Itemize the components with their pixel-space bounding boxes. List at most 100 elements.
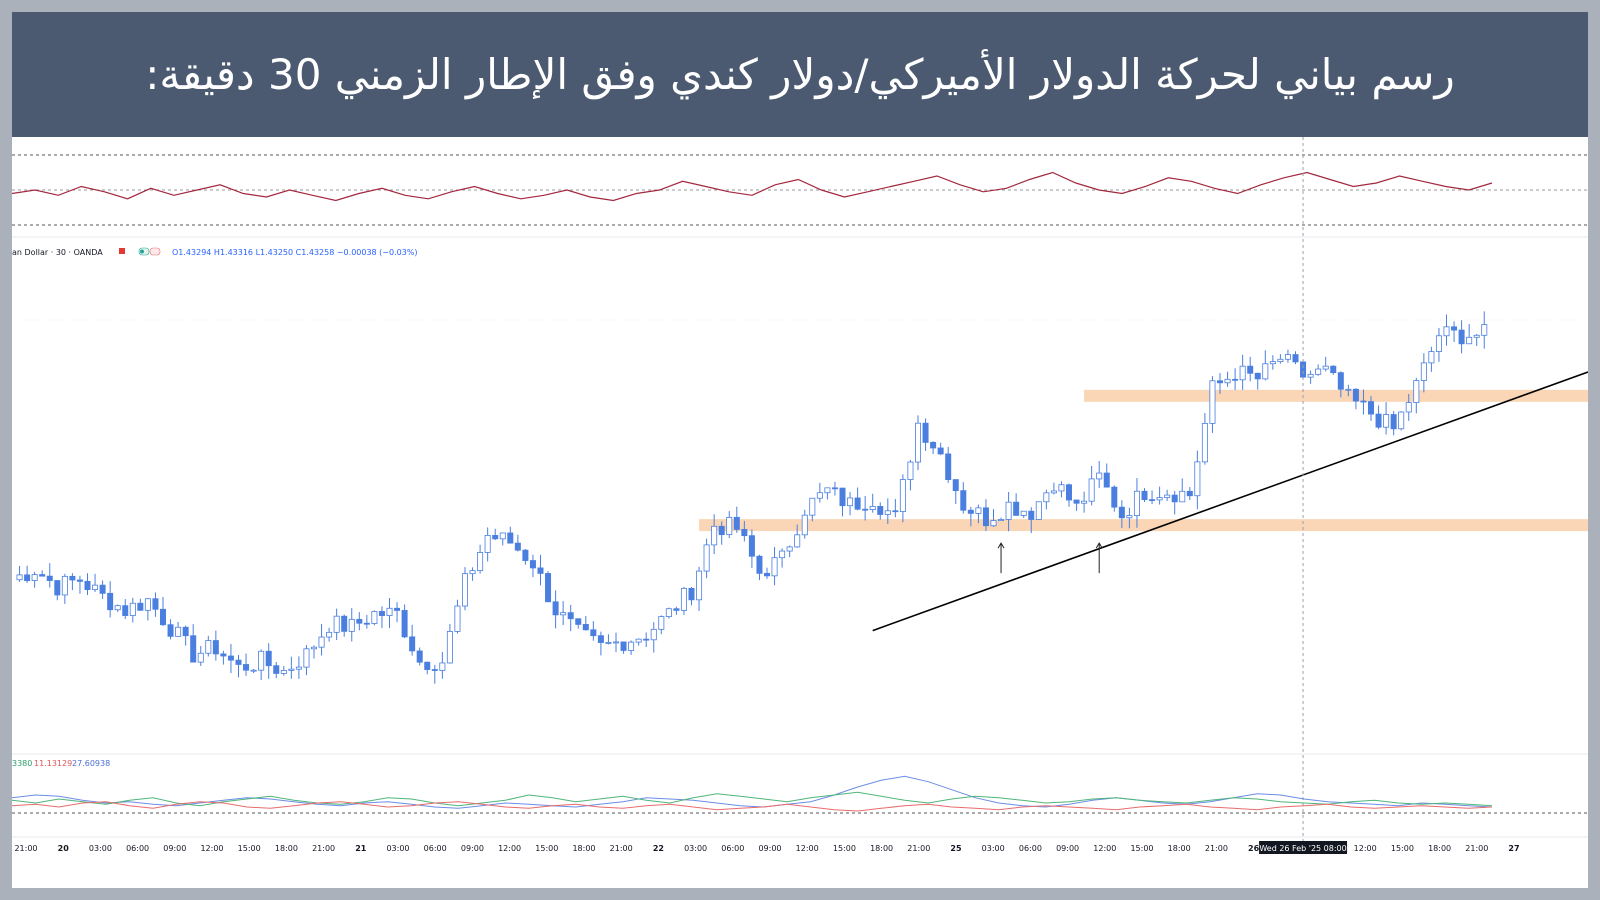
candle-body: [628, 641, 635, 651]
candle-body: [1413, 380, 1420, 404]
time-tick-label: 12:00: [1093, 844, 1116, 853]
candle-body: [1247, 365, 1254, 374]
candle-body: [295, 666, 302, 670]
support-zone[interactable]: [699, 519, 1588, 532]
candle-body: [227, 655, 234, 661]
candle-body: [363, 622, 370, 625]
candle-body: [212, 640, 219, 655]
candle-body: [348, 618, 355, 632]
candle-body: [182, 626, 189, 637]
candle-body: [635, 638, 642, 643]
candle-body: [303, 648, 310, 668]
time-tick-label: 21:00: [14, 844, 37, 853]
candle-body: [1133, 490, 1140, 517]
candle-body: [514, 542, 521, 551]
candle-body: [1149, 499, 1156, 502]
candle-body: [1239, 365, 1246, 381]
time-tick-label: 25: [950, 844, 962, 853]
candle-body: [107, 592, 114, 611]
candle-body: [152, 598, 159, 610]
trading-chart[interactable]: an Dollar · 30 · OANDA O1.43294 H1.43316…: [12, 137, 1588, 888]
candle-body: [197, 652, 204, 663]
candle-body: [643, 638, 650, 641]
candle-body: [1262, 363, 1269, 380]
time-tick-label: 18:00: [572, 844, 595, 853]
candle-body: [982, 507, 989, 527]
di-plus-line: [12, 791, 1493, 807]
symbol-name: an Dollar · 30 · OANDA: [12, 248, 103, 257]
time-tick-label: 21:00: [610, 844, 633, 853]
candle-body: [54, 580, 61, 596]
candle-body: [122, 605, 129, 616]
rsi-pane: [12, 154, 1588, 226]
candle-body: [824, 487, 831, 494]
candle-body: [545, 573, 552, 603]
candle-body: [1217, 380, 1224, 384]
candle-body: [1194, 461, 1201, 497]
candle-body: [1156, 497, 1163, 501]
candle-body: [809, 497, 816, 516]
candle-body: [922, 422, 929, 443]
candle-body: [1390, 414, 1397, 430]
time-tick-label: 15:00: [1130, 844, 1153, 853]
candle-body: [371, 611, 378, 624]
candle-body: [945, 453, 952, 480]
candle-body: [1073, 499, 1080, 504]
candle-body: [764, 572, 771, 577]
indicator-value-3: 27.60938: [72, 759, 110, 768]
time-tick-label: 21:00: [1465, 844, 1488, 853]
candle-body: [1466, 336, 1473, 345]
candle-body: [1481, 324, 1488, 336]
time-tick-label: 27: [1508, 844, 1519, 853]
candle-body: [1420, 362, 1427, 381]
candle-body: [771, 557, 778, 577]
candle-body: [711, 525, 718, 546]
time-tick-label: 22: [653, 844, 664, 853]
candle-body: [454, 605, 461, 632]
candle-body: [1284, 354, 1291, 360]
candle-body: [1345, 388, 1352, 391]
title-banner: رسم بياني لحركة الدولار الأميركي/دولار ك…: [12, 12, 1588, 137]
candle-body: [1315, 368, 1322, 375]
candle-body: [461, 573, 468, 607]
trendline[interactable]: [872, 371, 1588, 632]
candle-body: [469, 570, 476, 575]
candle-body: [1428, 351, 1435, 364]
time-tick-label: 18:00: [1428, 844, 1451, 853]
candle-body: [998, 519, 1005, 522]
candle-body: [1473, 334, 1480, 338]
time-tick-label: 03:00: [386, 844, 409, 853]
candle-body: [1066, 484, 1073, 501]
indicator-value-2: 11.13129: [34, 759, 72, 768]
candle-body: [1458, 329, 1465, 345]
candle-body: [1292, 354, 1299, 363]
time-tick-label: 21: [355, 844, 367, 853]
cursor-time-text: Wed 26 Feb '25 08:00: [1259, 844, 1346, 853]
candle-body: [235, 659, 242, 665]
time-tick-label: 03:00: [684, 844, 707, 853]
up-arrow-icon: [997, 542, 1005, 574]
candle-body: [529, 560, 536, 569]
candle-body: [129, 602, 136, 616]
candle-body: [794, 534, 801, 548]
candle-body: [605, 642, 612, 644]
candle-body: [673, 608, 680, 611]
candle-body: [16, 574, 23, 581]
candle-body: [756, 555, 763, 574]
symbol-legend: an Dollar · 30 · OANDA O1.43294 H1.43316…: [12, 247, 418, 257]
page-title: رسم بياني لحركة الدولار الأميركي/دولار ك…: [145, 50, 1455, 99]
candle-body: [1352, 388, 1359, 402]
candle-body: [1179, 490, 1186, 503]
market-status-icon[interactable]: [149, 247, 161, 256]
candle-body: [847, 497, 854, 507]
candle-body: [1171, 494, 1178, 503]
candle-body: [877, 506, 884, 515]
candle-body: [439, 662, 446, 671]
candle-body: [477, 552, 484, 572]
candle-body: [1013, 501, 1020, 516]
candle-body: [378, 611, 385, 616]
arrows: [997, 542, 1103, 574]
candle-body: [1201, 422, 1208, 463]
candle-body: [967, 509, 974, 514]
candle-body: [1405, 402, 1412, 413]
